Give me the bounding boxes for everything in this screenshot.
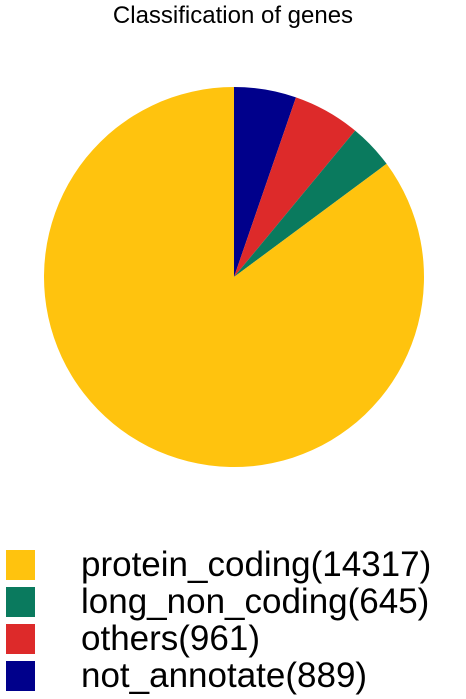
legend-item-not-annotate: not_annotate(889) xyxy=(6,657,431,694)
pie-slice-others xyxy=(234,97,356,277)
legend-label: long_non_coding(645) xyxy=(81,581,430,621)
legend-label: protein_coding(14317) xyxy=(81,544,432,584)
legend-label: not_annotate(889) xyxy=(81,655,368,695)
legend: protein_coding(14317) long_non_coding(645… xyxy=(6,546,431,694)
chart-title: Classification of genes xyxy=(112,2,354,29)
legend-label: others(961) xyxy=(81,618,260,658)
legend-swatch xyxy=(6,660,35,691)
legend-item-protein-coding: protein_coding(14317) xyxy=(6,546,431,583)
legend-item-long-non-coding: long_non_coding(645) xyxy=(6,583,431,620)
pie-slice-long-non-coding xyxy=(234,130,387,277)
pie-chart xyxy=(44,87,425,467)
legend-swatch xyxy=(6,586,35,617)
pie-slice-not-annotate xyxy=(234,87,296,277)
legend-swatch xyxy=(6,623,35,654)
legend-swatch xyxy=(6,549,35,580)
legend-item-others: others(961) xyxy=(6,620,431,657)
pie-slice-protein-coding xyxy=(44,87,425,467)
